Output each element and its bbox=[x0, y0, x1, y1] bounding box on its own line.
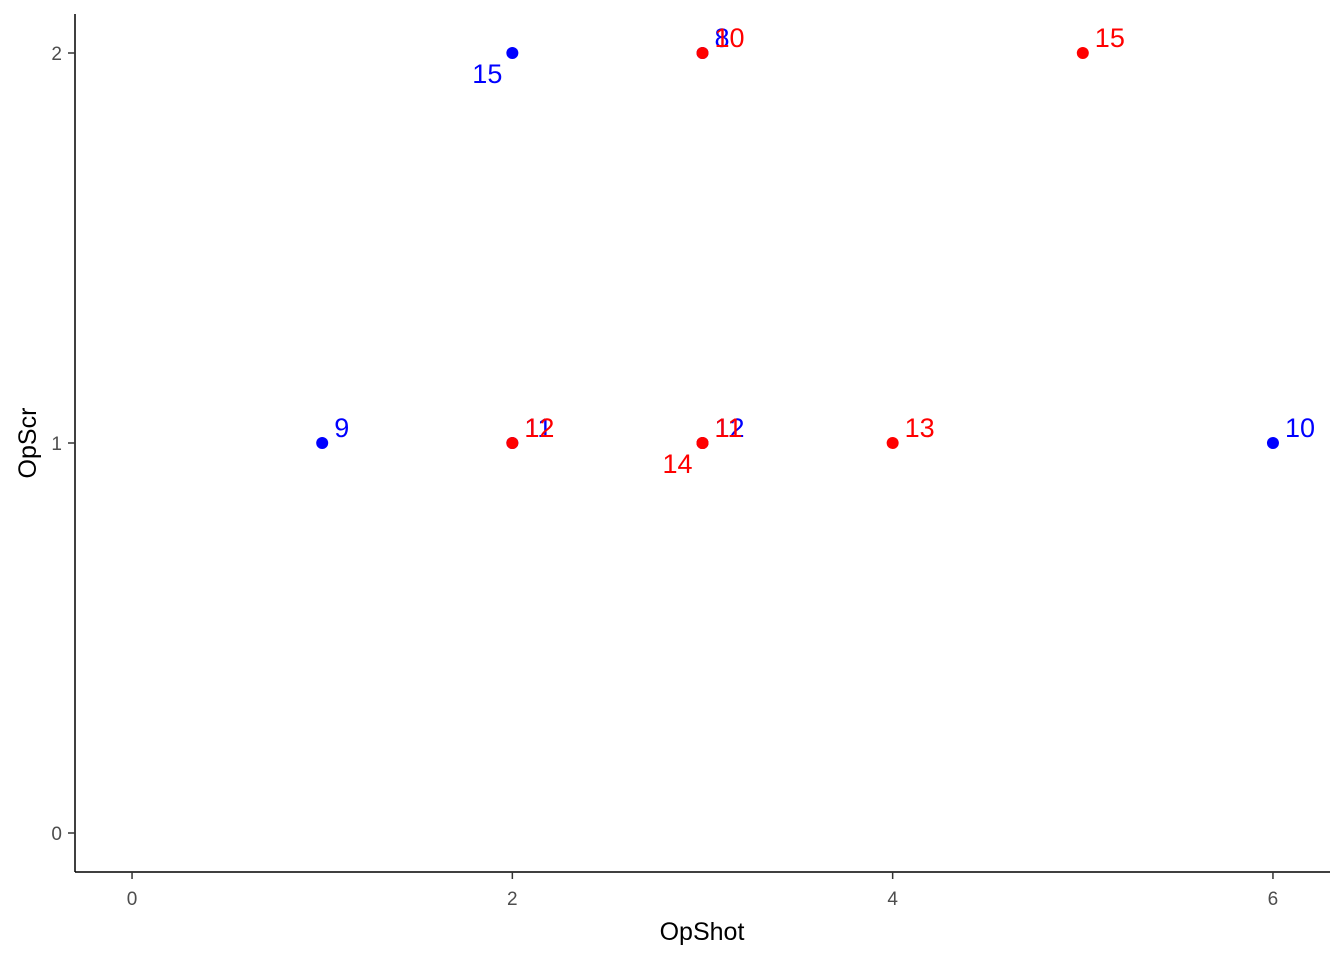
x-tick-label: 0 bbox=[127, 889, 138, 910]
data-label: 11 bbox=[524, 413, 552, 443]
data-point bbox=[316, 437, 329, 449]
y-tick-label: 1 bbox=[51, 434, 62, 455]
x-tick-label: 2 bbox=[507, 889, 518, 910]
y-ticks: 0 1 2 bbox=[51, 44, 75, 845]
data-point bbox=[696, 437, 709, 449]
data-points bbox=[316, 47, 1279, 449]
data-label: 12 bbox=[524, 413, 554, 443]
data-label: 9 bbox=[334, 413, 349, 443]
x-tick-label: 6 bbox=[1268, 889, 1279, 910]
data-label: 10 bbox=[1285, 413, 1315, 443]
data-point bbox=[886, 437, 899, 449]
y-tick-label: 0 bbox=[51, 824, 62, 845]
data-label: 8 bbox=[715, 23, 730, 53]
data-label: 13 bbox=[905, 413, 935, 443]
x-ticks: 0 2 4 6 bbox=[127, 872, 1278, 910]
data-point bbox=[1076, 47, 1089, 59]
x-axis-title: OpShot bbox=[660, 918, 745, 946]
data-point bbox=[696, 47, 709, 59]
data-label: 12 bbox=[715, 413, 745, 443]
data-label: 10 bbox=[715, 23, 745, 53]
data-label: 15 bbox=[1095, 23, 1125, 53]
data-point bbox=[506, 47, 519, 59]
data-label: 11 bbox=[715, 413, 743, 443]
data-label: 14 bbox=[662, 449, 692, 479]
data-point bbox=[506, 437, 519, 449]
y-tick-label: 2 bbox=[51, 44, 62, 65]
data-point bbox=[1266, 437, 1279, 449]
x-tick-label: 4 bbox=[887, 889, 898, 910]
y-axis-title: OpScr bbox=[14, 408, 42, 479]
data-label: 15 bbox=[472, 59, 502, 89]
